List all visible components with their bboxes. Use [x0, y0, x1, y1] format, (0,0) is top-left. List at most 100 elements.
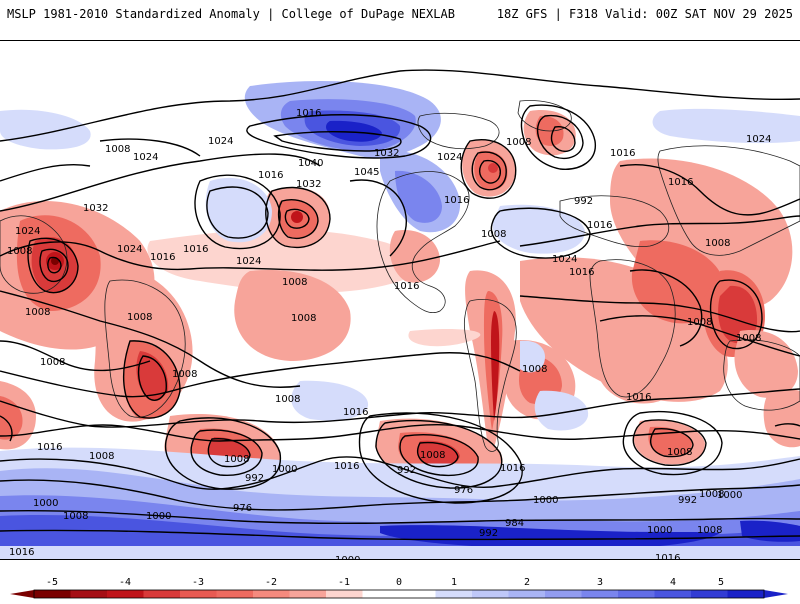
isobar-label: 976: [454, 485, 473, 496]
isobar-label: 1008: [282, 277, 307, 288]
isobar-label: 1016: [150, 252, 175, 263]
isobar-label: 1008: [705, 238, 730, 249]
isobar-label: 992: [574, 196, 593, 207]
isobar-label: 1032: [296, 179, 321, 190]
legend-swatch: [654, 590, 691, 598]
isobar-label: 1008: [697, 525, 722, 536]
legend-tick-label: 2: [524, 577, 530, 588]
isobar-label: 1008: [522, 364, 547, 375]
legend-tick-label: -5: [46, 577, 58, 588]
legend-tick-label: -4: [119, 577, 131, 588]
isobar-label: 1024: [208, 136, 233, 147]
isobar-label: 992: [479, 528, 498, 539]
legend-swatch: [435, 590, 472, 598]
isobar-label: 1024: [552, 254, 577, 265]
isobar-label: 992: [678, 495, 697, 506]
isobar-label: 1016: [428, 558, 453, 559]
isobar-label: 1016: [610, 148, 635, 159]
legend-swatch: [143, 590, 180, 598]
isobar-label: 1000: [272, 464, 297, 475]
isobar-label: 1024: [133, 152, 158, 163]
isobar-label: 1016: [334, 461, 359, 472]
legend-swatch: [727, 590, 764, 598]
isobar-label: 1008: [506, 137, 531, 148]
isobar-label: 1016: [569, 267, 594, 278]
isobar-label: 1000: [33, 498, 58, 509]
isobar-label: 1008: [172, 369, 197, 380]
anomaly-map: 1016 1008 1024 1024 1016 1040 1045 1032 …: [0, 41, 800, 559]
isobar-label: 1008: [224, 454, 249, 465]
legend-tick-label: 3: [597, 577, 603, 588]
isobar-label: 1024: [15, 226, 40, 237]
map-header: MSLP 1981-2010 Standardized Anomaly | Co…: [0, 0, 800, 40]
isobar-label: 1008: [291, 313, 316, 324]
isobar-label: 1008: [25, 307, 50, 318]
isobar-label: 1032: [83, 203, 108, 214]
isobar-label: 1008: [127, 312, 152, 323]
isobar-label: 1016: [500, 463, 525, 474]
legend-swatch: [107, 590, 144, 598]
isobar-label: 1000: [533, 495, 558, 506]
isobar-label: 1000: [647, 525, 672, 536]
isobar-label: 1016: [37, 442, 62, 453]
isobar-label: 1000: [335, 555, 360, 559]
legend-tick-label: -1: [338, 577, 350, 588]
isobar-label: 1024: [437, 152, 462, 163]
isobar-label: 1008: [699, 489, 724, 500]
isobar-label: 1000: [146, 511, 171, 522]
legend-tick-label: 0: [396, 577, 402, 588]
isobar-label: 1024: [746, 134, 771, 145]
isobar-label: 1008: [687, 317, 712, 328]
isobar-label: 1016: [587, 220, 612, 231]
isobar-label: 1016: [258, 170, 283, 181]
isobar-label: 992: [397, 465, 416, 476]
legend-svg: -5 -4 -3 -2 -1 0 1 2 3 4 5: [10, 577, 788, 599]
legend-swatch: [180, 590, 217, 598]
legend-swatch: [691, 590, 728, 598]
isobar-label: 1016: [9, 547, 34, 558]
legend-swatch: [253, 590, 290, 598]
isobar-label: 1008: [105, 144, 130, 155]
isobar-label: 1008: [89, 451, 114, 462]
isobar-label: 1008: [481, 229, 506, 240]
isobar-label: 1008: [7, 246, 32, 257]
isobar-label: 1016: [394, 281, 419, 292]
legend-swatch: [545, 590, 582, 598]
legend-swatch: [508, 590, 545, 598]
isobar-label: 1016: [296, 108, 321, 119]
isobar-label: 1032: [374, 148, 399, 159]
model-run-info: 18Z GFS | F318 Valid: 00Z SAT NOV 29 202…: [496, 7, 793, 21]
isobar-labels: 1016 1008 1024 1024 1016 1040 1045 1032 …: [7, 108, 771, 559]
color-legend: -5 -4 -3 -2 -1 0 1 2 3 4 5: [0, 560, 800, 600]
legend-tick-label: -3: [192, 577, 204, 588]
legend-border: [33, 589, 765, 599]
isobar-label: 1040: [298, 158, 323, 169]
isobar-label: 984: [505, 518, 524, 529]
isobar-label: 1008: [40, 357, 65, 368]
isobars: [0, 69, 800, 541]
isobar-label: 1016: [626, 392, 651, 403]
isobar-label: 1008: [420, 450, 445, 461]
isobar-label: 1008: [736, 333, 761, 344]
isobar-label: 1016: [183, 244, 208, 255]
isobar-label: 1016: [655, 553, 680, 559]
map-area: 1016 1008 1024 1024 1016 1040 1045 1032 …: [0, 40, 800, 560]
legend-swatch: [70, 590, 107, 598]
isobar-label: 1008: [63, 511, 88, 522]
legend-swatch: [34, 590, 71, 598]
isobar-label: 1045: [354, 167, 379, 178]
legend-swatch: [289, 590, 326, 598]
legend-tick-label: -2: [265, 577, 277, 588]
isobar-label: 976: [233, 503, 252, 514]
legend-tick-label: 5: [718, 577, 724, 588]
legend-swatch: [618, 590, 655, 598]
legend-swatch: [326, 590, 363, 598]
legend-tick-label: 1: [451, 577, 457, 588]
map-title: MSLP 1981-2010 Standardized Anomaly | Co…: [7, 7, 455, 21]
legend-swatch: [581, 590, 618, 598]
legend-swatch: [472, 590, 509, 598]
isobar-label: 1008: [667, 447, 692, 458]
legend-arrow-left: [10, 590, 34, 598]
legend-arrow-right: [764, 590, 788, 598]
coastlines: [0, 100, 800, 452]
